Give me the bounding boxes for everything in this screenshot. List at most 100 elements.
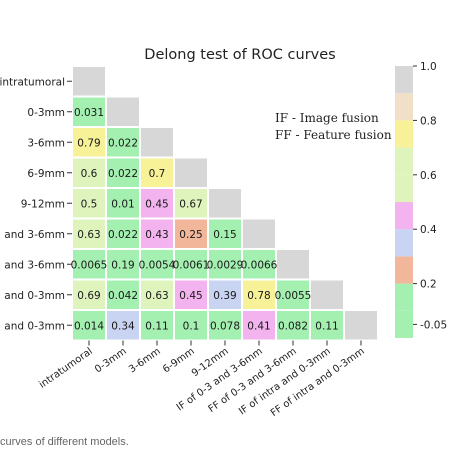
heatmap-cell — [141, 280, 173, 309]
cell-value-label: 0.39 — [213, 290, 236, 302]
heatmap-cell — [141, 158, 173, 187]
cell-value-label: 0.0066 — [241, 259, 278, 271]
cell-value-label: 0.63 — [77, 229, 100, 241]
row-label: and 3-6mm — [4, 259, 65, 271]
heatmap-cell — [209, 250, 241, 279]
heatmap-cell — [175, 311, 207, 340]
colorbar-band — [395, 256, 413, 284]
heatmap-cell — [73, 219, 105, 248]
row-label: 9-12mm — [21, 198, 65, 210]
heatmap-cell — [107, 158, 139, 187]
column-label: intratumoral — [37, 346, 94, 391]
cell-value-label: 0.1 — [183, 320, 200, 332]
cell-value-label: 0.34 — [111, 320, 135, 332]
cell-value-label: 0.031 — [74, 107, 104, 119]
cell-value-label: 0.6 — [81, 168, 98, 180]
cell-value-label: 0.15 — [213, 229, 236, 241]
colorbar: 1.0 0.8 0.6 0.4 0.2 -0.05 — [395, 61, 447, 338]
heatmap-cell — [73, 97, 105, 126]
cell-value-label: 0.022 — [108, 168, 138, 180]
heatmap-cell — [107, 128, 139, 157]
row-label: intratumoral — [0, 76, 65, 88]
cell-value-label: 0.014 — [74, 320, 104, 332]
diagonal-cell — [311, 280, 343, 309]
cell-value-label: 0.7 — [149, 168, 166, 180]
colorbar-band — [395, 283, 413, 311]
cell-value-label: 0.41 — [247, 320, 270, 332]
row-label: 3-6mm — [27, 137, 65, 149]
heatmap-cell — [141, 250, 173, 279]
diagonal-cell — [345, 311, 377, 340]
heatmap-cells: 0.031 0.79 0.022 0.6 0.022 0.7 0.5 0.01 0.45 0.67… — [71, 67, 377, 340]
heatmap-cell — [73, 280, 105, 309]
colorbar-band — [395, 174, 413, 202]
cell-value-label: 0.078 — [210, 320, 240, 332]
diagonal-cell — [141, 128, 173, 157]
cell-value-label: 0.082 — [278, 320, 308, 332]
cell-value-label: 0.0054 — [139, 259, 176, 271]
row-label: and 3-6mm — [4, 229, 65, 241]
heatmap-cell — [73, 158, 105, 187]
heatmap-cell — [107, 219, 139, 248]
cell-value-label: 0.63 — [145, 290, 168, 302]
figure-caption: curves of different models. — [0, 436, 129, 448]
heatmap-cell — [311, 311, 343, 340]
diagonal-cell — [175, 158, 207, 187]
colorbar-tick-label: 0.2 — [420, 279, 437, 291]
diagonal-cell — [107, 97, 139, 126]
row-label: 6-9mm — [27, 168, 65, 180]
cell-value-label: 0.43 — [145, 229, 168, 241]
row-label: 0-3mm — [27, 107, 65, 119]
heatmap-cell — [73, 189, 105, 218]
diagonal-cell — [277, 250, 309, 279]
colorbar-tick-label: 0.6 — [420, 170, 437, 182]
heatmap-cell — [243, 250, 275, 279]
heatmap-cell — [175, 250, 207, 279]
cell-value-label: 0.0029 — [207, 259, 244, 271]
cell-value-label: 0.45 — [179, 290, 202, 302]
heatmap-cell — [141, 311, 173, 340]
cell-value-label: 0.11 — [145, 320, 168, 332]
legend-note-feature-fusion: FF - Feature fusion — [275, 128, 392, 142]
cell-value-label: 0.78 — [247, 290, 270, 302]
heatmap-cell — [73, 311, 105, 340]
cell-value-label: 0.0055 — [275, 290, 312, 302]
diagonal-cell — [73, 67, 105, 96]
diagonal-cell — [243, 219, 275, 248]
column-label: 0-3mm — [93, 346, 129, 376]
cell-value-label: 0.5 — [81, 198, 98, 210]
heatmap-cell — [209, 311, 241, 340]
cell-value-label: 0.0061 — [173, 259, 210, 271]
heatmap-cell — [175, 219, 207, 248]
column-label: 3-6mm — [127, 346, 163, 376]
heatmap-cell — [243, 311, 275, 340]
cell-value-label: 0.11 — [315, 320, 338, 332]
colorbar-band — [395, 310, 413, 338]
cell-value-label: 0.45 — [145, 198, 168, 210]
colorbar-band — [395, 66, 413, 94]
cell-value-label: 0.022 — [108, 137, 138, 149]
cell-value-label: 0.042 — [108, 290, 138, 302]
row-labels: intratumoral 0-3mm 3-6mm 6-9mm 9-12mm and 3-6… — [0, 76, 72, 332]
colorbar-band — [395, 147, 413, 175]
colorbar-tick-label: 1.0 — [420, 61, 437, 73]
row-label: and 0-3mm — [4, 290, 65, 302]
heatmap-cell — [107, 189, 139, 218]
colorbar-tick-label: 0.8 — [420, 115, 437, 127]
heatmap-cell — [107, 280, 139, 309]
heatmap-cell — [175, 280, 207, 309]
colorbar-tick-label: -0.05 — [420, 319, 447, 331]
heatmap-cell — [141, 219, 173, 248]
heatmap-cell — [141, 189, 173, 218]
row-label: and 0-3mm — [4, 320, 65, 332]
heatmap-cell — [107, 250, 139, 279]
colorbar-band — [395, 202, 413, 230]
colorbar-band — [395, 120, 413, 148]
cell-value-label: 0.69 — [77, 290, 100, 302]
heatmap-cell — [277, 280, 309, 309]
heatmap-cell — [73, 250, 105, 279]
cell-value-label: 0.25 — [179, 229, 202, 241]
heatmap-cell — [209, 280, 241, 309]
cell-value-label: 0.022 — [108, 229, 138, 241]
